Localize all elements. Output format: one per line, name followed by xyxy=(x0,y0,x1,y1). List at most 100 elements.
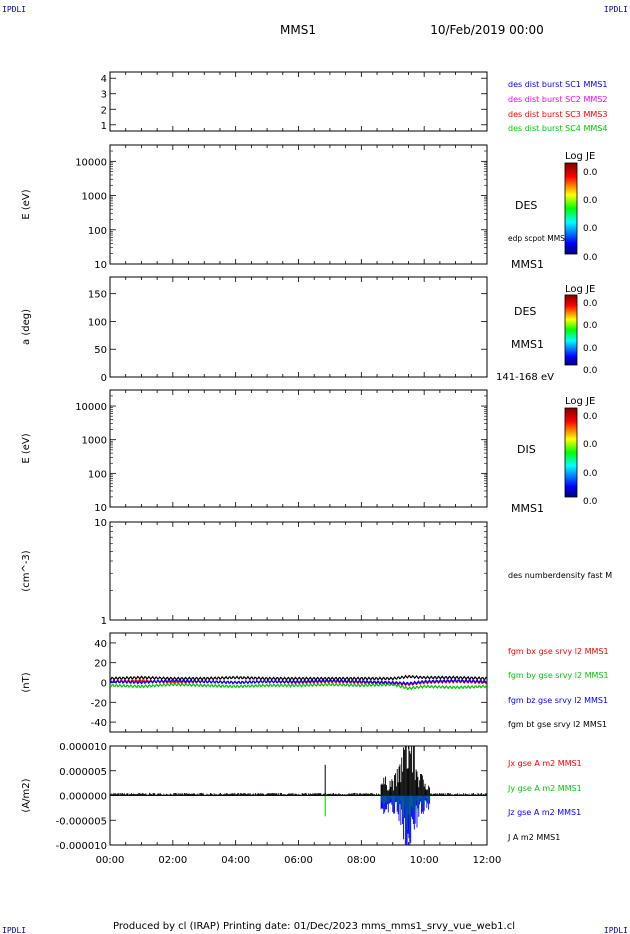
y-tick-label: 4 xyxy=(101,74,107,85)
legend-burst-sc3: des dist burst SC3 MMS3 xyxy=(508,110,607,119)
y-axis-label: E (eV) xyxy=(21,189,32,219)
x-tick-label: 02:00 xyxy=(158,855,187,866)
x-tick-label: 06:00 xyxy=(284,855,313,866)
burst-legend: des dist burst SC1 MMS1 des dist burst S… xyxy=(508,80,607,133)
y-axis-label: a (deg) xyxy=(21,309,32,345)
y-tick-label: -0.000005 xyxy=(56,816,107,827)
x-tick-label: 00:00 xyxy=(96,855,125,866)
colorbar-des-energy-tick: 0.0 xyxy=(583,253,598,263)
colorbar-des-energy-label: Log JE xyxy=(565,151,595,162)
field-series-line xyxy=(109,674,488,681)
colorbar-des-energy-tick: 0.0 xyxy=(583,168,598,178)
y-tick-label: 100 xyxy=(88,469,107,480)
field-series-line xyxy=(109,678,488,687)
colorbar-des-energy-scale xyxy=(564,162,578,255)
y-tick-label: 10000 xyxy=(75,157,107,168)
colorbar-des-energy: Log JE 0.0 0.0 0.0 0.0 xyxy=(564,151,598,263)
y-tick-label: 10 xyxy=(94,503,107,514)
y-tick-label: -40 xyxy=(91,718,107,729)
y-tick-label: 20 xyxy=(94,659,107,670)
des-pitch-spacecraft: MMS1 xyxy=(511,338,544,351)
colorbar-dis-energy-tick: 0.0 xyxy=(583,412,598,422)
header-date: 10/Feb/2019 00:00 xyxy=(430,23,544,37)
y-axis-label: E (eV) xyxy=(21,433,32,463)
field-series-line xyxy=(109,678,488,686)
legend-j: J A m2 MMS1 xyxy=(507,833,560,842)
colorbar-des-pitch-tick: 0.0 xyxy=(583,344,598,354)
colorbar-dis-energy-tick: 0.0 xyxy=(583,497,598,507)
y-tick-label: 1 xyxy=(101,121,107,132)
des-pitch-energy-range: 141-168 eV xyxy=(496,372,554,383)
header-spacecraft: MMS1 xyxy=(280,23,316,37)
colorbar-des-energy-tick: 0.0 xyxy=(583,224,598,234)
y-tick-label: 1000 xyxy=(82,436,107,447)
y-tick-label: 0.000010 xyxy=(59,742,107,753)
colorbar-des-pitch-tick: 0.0 xyxy=(583,299,598,309)
y-tick-label: 1 xyxy=(101,616,107,627)
current-legend: Jx gse A m2 MMS1 Jy gse A m2 MMS1 Jz gse… xyxy=(507,759,582,842)
panel-frame xyxy=(109,71,488,132)
y-tick-label: 100 xyxy=(88,317,107,328)
y-tick-label: 150 xyxy=(88,290,107,301)
y-tick-label: 100 xyxy=(88,226,107,237)
legend-jy: Jy gse A m2 MMS1 xyxy=(507,784,582,793)
colorbar-des-pitch: Log JE 0.0 0.0 0.0 0.0 xyxy=(564,284,598,376)
y-tick-label: 0.000005 xyxy=(59,767,107,778)
y-axis-label: (cm^-3) xyxy=(21,550,32,591)
colorbar-des-pitch-tick: 0.0 xyxy=(583,366,598,376)
field-legend: fgm bx gse srvy l2 MMS1 fgm by gse srvy … xyxy=(508,647,609,729)
colorbar-dis-energy: Log JE 0.0 0.0 0.0 0.0 xyxy=(564,396,598,507)
legend-bx: fgm bx gse srvy l2 MMS1 xyxy=(508,647,609,656)
footer-text: Produced by cl (IRAP) Printing date: 01/… xyxy=(113,921,515,932)
colorbar-des-energy-tick: 0.0 xyxy=(583,196,598,206)
des-pitch-instrument: DES xyxy=(514,305,536,318)
des-energy-instrument: DES xyxy=(515,199,537,212)
corner-label-bottom-right: IPDLI xyxy=(604,926,628,934)
x-tick-label: 10:00 xyxy=(410,855,439,866)
x-tick-label: 12:00 xyxy=(473,855,502,866)
colorbar-dis-energy-tick: 0.0 xyxy=(583,469,598,479)
y-axis-label: (A/m2) xyxy=(21,778,32,812)
des-energy-overlay: edp scpot MMS1 xyxy=(508,234,570,243)
y-tick-label: 50 xyxy=(94,345,107,356)
colorbar-dis-energy-scale xyxy=(564,407,578,498)
legend-bz: fgm bz gse srvy l2 MMS1 xyxy=(508,696,608,705)
y-tick-label: 0 xyxy=(101,679,107,690)
panel-frame xyxy=(109,276,488,378)
current-density-traces xyxy=(109,746,487,845)
legend-burst-sc1: des dist burst SC1 MMS1 xyxy=(508,80,607,89)
corner-label-top-right: IPDLI xyxy=(604,5,628,14)
legend-burst-sc4: des dist burst SC4 MMS4 xyxy=(508,124,607,133)
y-tick-label: 10 xyxy=(94,518,107,529)
y-tick-label: 3 xyxy=(101,90,107,101)
x-tick-label: 08:00 xyxy=(347,855,376,866)
dis-energy-instrument: DIS xyxy=(517,443,536,456)
y-tick-label: 40 xyxy=(94,639,107,650)
legend-burst-sc2: des dist burst SC2 MMS2 xyxy=(508,95,607,104)
panel-frame xyxy=(109,389,488,508)
des-energy-bottom-label: MMS1 xyxy=(511,258,544,271)
panel-frame xyxy=(109,144,488,265)
y-tick-label: -0.000010 xyxy=(56,841,107,852)
x-tick-label: 04:00 xyxy=(221,855,250,866)
panel-frame xyxy=(109,521,488,621)
y-tick-label: 0.000000 xyxy=(59,792,107,803)
y-tick-label: 10000 xyxy=(75,402,107,413)
legend-bt: fgm bt gse srvy l2 MMS1 xyxy=(508,720,607,729)
colorbar-des-pitch-label: Log JE xyxy=(565,284,595,295)
legend-jz: Jz gse A m2 MMS1 xyxy=(507,808,581,817)
legend-jx: Jx gse A m2 MMS1 xyxy=(507,759,582,768)
y-tick-label: 10 xyxy=(94,260,107,271)
field-series-line xyxy=(109,682,488,691)
colorbar-dis-energy-label: Log JE xyxy=(565,396,595,407)
y-tick-label: 0 xyxy=(101,373,107,384)
legend-by: fgm by gse srvy l2 MMS1 xyxy=(508,671,609,680)
colorbar-dis-energy-tick: 0.0 xyxy=(583,440,598,450)
y-tick-label: 1000 xyxy=(82,192,107,203)
colorbar-des-pitch-scale xyxy=(564,294,578,366)
corner-label-top-left: IPDLI xyxy=(2,5,26,14)
dis-energy-bottom-label: MMS1 xyxy=(511,502,544,515)
y-tick-label: 2 xyxy=(101,105,107,116)
